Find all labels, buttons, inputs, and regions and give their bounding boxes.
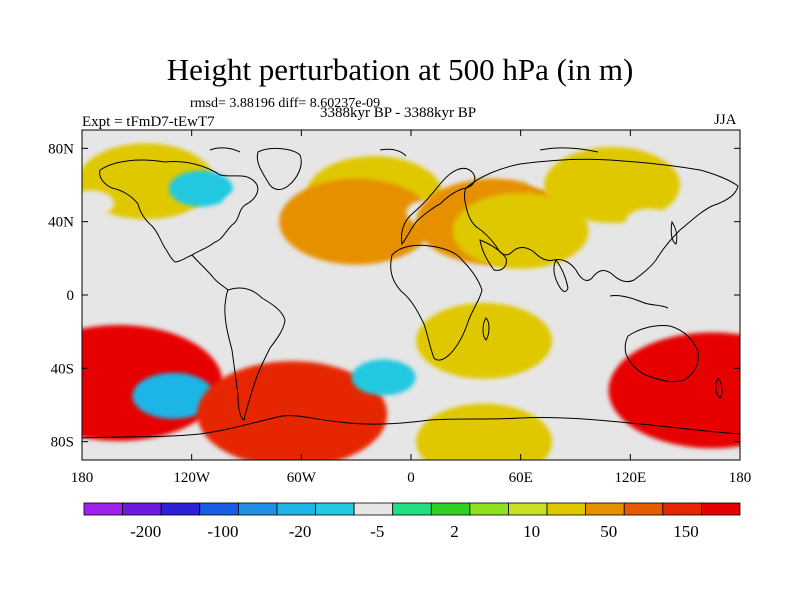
anomaly-field: [82, 143, 740, 460]
anomaly-region-13: [625, 208, 672, 235]
colorbar-box: [430, 502, 471, 516]
anomaly-region-12: [544, 147, 681, 223]
coast-north-america: [99, 159, 259, 263]
anomaly-region-20: [416, 302, 553, 379]
x-tick-label: 180: [729, 470, 752, 486]
coast-antarctica: [82, 415, 740, 439]
y-tick-label: 80S: [51, 435, 74, 451]
anomaly-region-10: [452, 192, 589, 269]
map-axes: 180 120W 60W 0 60E 120E 180 80N 40N 0 40S 80S: [48, 130, 751, 486]
colorbar-label: -100: [207, 522, 238, 541]
x-tick-label: 180: [71, 470, 94, 486]
coast-india: [553, 259, 569, 292]
coast-africa: [390, 244, 483, 361]
colorbar-box: [469, 502, 509, 516]
experiment-label: Expt = tFmD7-tEwT7: [82, 114, 215, 130]
coast-madagascar: [482, 317, 490, 341]
anomaly-region-25: [416, 403, 553, 460]
y-tick-label: 80N: [48, 141, 74, 157]
x-tick-label: 60E: [509, 470, 533, 486]
map-title: Height perturbation at 500 hPa (in m): [166, 52, 634, 87]
colorbar-box: [199, 502, 239, 516]
coast-south-america: [224, 287, 286, 421]
coast-indonesia: [609, 295, 669, 309]
anomaly-region-21: [525, 382, 572, 409]
anomaly-region-22: [561, 355, 608, 382]
coast-arabia: [479, 239, 507, 271]
colorbar-box: [585, 502, 625, 516]
colorbar-box: [353, 502, 394, 516]
anomaly-region-17: [197, 361, 388, 460]
coastlines: [82, 147, 740, 439]
x-tick-label: 0: [407, 470, 415, 486]
colorbar-box: [315, 502, 355, 516]
colorbar-label: -5: [370, 522, 384, 541]
season-label: JJA: [714, 112, 737, 128]
coast-japan: [670, 220, 678, 245]
colorbar-label: -200: [130, 522, 161, 541]
anomaly-region-4: [168, 170, 233, 207]
anomaly-region-7: [279, 178, 434, 265]
colorbar-box: [160, 502, 201, 516]
anomaly-region-2: [82, 190, 115, 217]
colorbar-label: 10: [523, 522, 540, 541]
colorbar-box: [122, 502, 162, 516]
anomaly-region-23: [608, 332, 740, 449]
y-tick-label: 40N: [48, 215, 74, 231]
anomaly-region-5: [223, 190, 270, 217]
x-tick-label: 120E: [614, 470, 646, 486]
coast-asia: [464, 158, 739, 283]
x-tick-label: 60W: [287, 470, 317, 486]
y-tick-label: 0: [67, 288, 75, 304]
coast-new-zealand: [715, 377, 723, 399]
coast-greenland: [256, 147, 302, 190]
colorbar-label: 150: [673, 522, 699, 541]
colorbar-box: [237, 502, 278, 516]
colorbar-box: [276, 502, 316, 516]
colorbar-label: 2: [450, 522, 459, 541]
colorbar-box: [662, 502, 702, 516]
colorbar-box: [83, 502, 123, 516]
colorbar-box: [546, 502, 587, 516]
anomaly-region-16: [132, 372, 215, 419]
coast-central-america: [191, 254, 229, 291]
x-tick-label: 120W: [173, 470, 211, 486]
colorbar-box: [392, 502, 432, 516]
anomaly-region-14: [689, 175, 736, 202]
colorbar: -200 -100 -20 -5 2 10 50 150: [83, 502, 741, 541]
coast-europe: [401, 167, 476, 246]
colorbar-label: -20: [289, 522, 312, 541]
colorbar-box: [623, 502, 664, 516]
coast-australia: [624, 325, 699, 383]
coast-arctic-islands: [209, 147, 599, 157]
colorbar-label: 50: [600, 522, 617, 541]
stats-label: rmsd= 3.88196 diff= 8.60237e-09: [190, 96, 381, 111]
y-tick-label: 40S: [51, 361, 74, 377]
colorbar-box: [508, 502, 548, 516]
period-label: 3388kyr BP - 3388kyr BP: [320, 105, 477, 121]
anomaly-region-18: [351, 359, 416, 396]
colorbar-box: [701, 502, 741, 516]
